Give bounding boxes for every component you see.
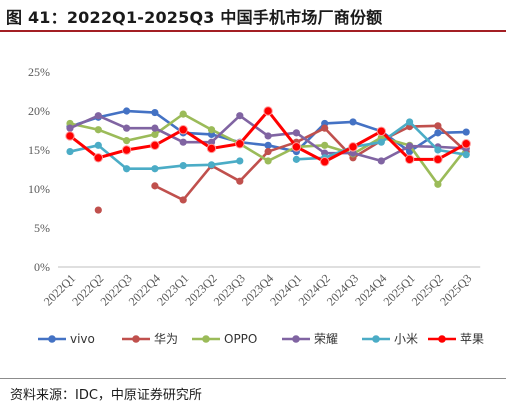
x-tick-label: 2025Q3 (437, 271, 474, 308)
data-point (179, 162, 187, 170)
chart-axes: 0%5%10%15%20%25%2022Q12022Q22022Q32022Q4… (28, 65, 481, 308)
data-point (404, 154, 415, 165)
data-point (434, 180, 442, 188)
legend-label: 荣耀 (314, 332, 338, 346)
data-point (377, 138, 385, 146)
data-point (179, 196, 187, 204)
y-tick-label: 5% (34, 221, 50, 235)
data-point (320, 157, 330, 167)
legend-marker (202, 335, 210, 343)
chart-legend: vivo 华为 OPPO 荣耀 小米 苹果 (38, 332, 484, 346)
source-rule (0, 378, 506, 379)
y-tick-label: 15% (28, 143, 50, 157)
data-point (434, 122, 442, 130)
data-point (123, 137, 131, 145)
legend-item-1: 华为 (122, 332, 178, 346)
data-point (434, 129, 442, 137)
data-point (121, 145, 132, 155)
data-point (291, 142, 302, 152)
legend-item-4: 小米 (362, 332, 418, 346)
data-point (462, 151, 470, 159)
data-point (264, 132, 272, 140)
data-point (207, 126, 216, 134)
data-point (94, 141, 102, 149)
legend-label: OPPO (224, 332, 257, 346)
data-point (151, 108, 159, 117)
chart-title: 图 41：2022Q1-2025Q3 中国手机市场厂商份额 (6, 8, 383, 27)
data-point (376, 126, 386, 136)
data-point (65, 131, 75, 141)
data-point (377, 157, 385, 165)
legend-marker (48, 335, 56, 343)
data-point (93, 153, 104, 163)
data-point (462, 128, 470, 136)
legend-marker (372, 335, 380, 343)
data-point (151, 182, 159, 190)
legend-label: 小米 (394, 332, 418, 346)
legend-label: 华为 (154, 332, 178, 346)
data-point (292, 129, 300, 137)
legend-item-3: 荣耀 (282, 332, 338, 346)
legend-marker (292, 335, 300, 343)
data-point (123, 107, 131, 115)
data-point (151, 165, 159, 173)
data-point (461, 139, 471, 149)
data-point (349, 118, 357, 126)
title-rule (0, 30, 506, 32)
data-point (66, 147, 74, 156)
data-point (236, 112, 244, 120)
series-layer (65, 106, 471, 214)
data-point (207, 161, 216, 169)
legend-item-0: vivo (38, 332, 95, 346)
data-point (151, 124, 159, 132)
data-point (264, 141, 272, 149)
data-point (66, 124, 74, 132)
series-5 (65, 106, 471, 167)
data-point (236, 177, 244, 185)
data-point (123, 165, 131, 173)
data-point (433, 154, 443, 165)
legend-label: vivo (70, 332, 95, 346)
data-point (406, 142, 414, 150)
y-tick-label: 0% (34, 260, 50, 274)
data-point (264, 157, 272, 165)
legend-marker (132, 335, 140, 343)
y-tick-label: 20% (28, 104, 50, 118)
data-point (406, 118, 414, 126)
data-point (151, 130, 159, 138)
y-tick-label: 10% (28, 182, 50, 196)
data-point (434, 146, 442, 154)
data-point (236, 157, 244, 165)
data-point (235, 139, 245, 149)
data-point (321, 141, 329, 149)
data-point (264, 147, 272, 156)
data-point (179, 110, 187, 118)
legend-item-2: OPPO (192, 332, 257, 346)
data-point (263, 106, 273, 116)
legend-label: 苹果 (460, 332, 484, 346)
y-tick-label: 25% (28, 65, 50, 79)
legend-item-5: 苹果 (428, 332, 484, 346)
data-point (207, 138, 216, 146)
data-point (94, 206, 102, 214)
legend-marker (438, 335, 446, 343)
data-point (94, 126, 102, 134)
market-share-line-chart: 0%5%10%15%20%25%2022Q12022Q22022Q32022Q4… (28, 65, 484, 346)
data-point (349, 149, 357, 157)
data-point (206, 143, 217, 154)
data-point (292, 155, 300, 163)
data-point (178, 125, 188, 135)
data-point (179, 138, 187, 146)
data-point (94, 112, 102, 120)
data-point (348, 142, 358, 152)
data-point (150, 140, 160, 151)
source-note: 资料来源：IDC，中原证券研究所 (10, 388, 202, 403)
data-point (123, 124, 131, 132)
data-point (321, 124, 329, 132)
